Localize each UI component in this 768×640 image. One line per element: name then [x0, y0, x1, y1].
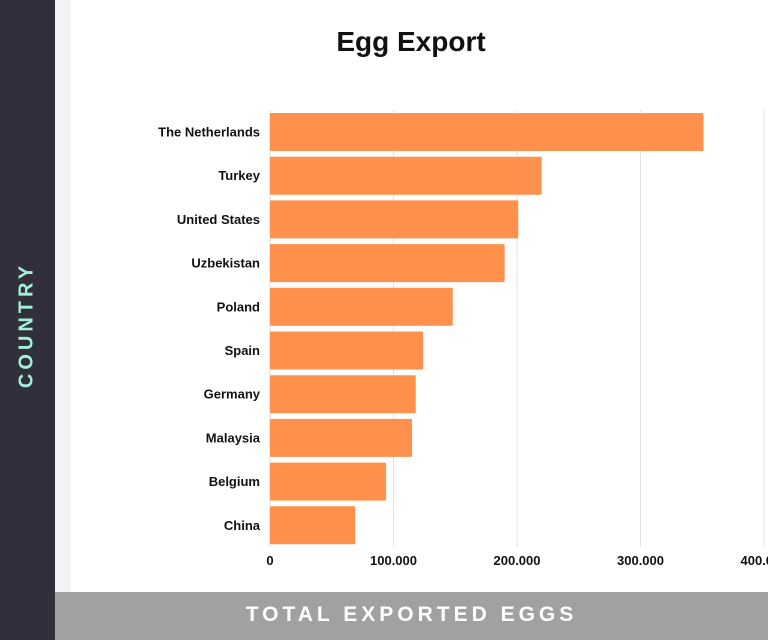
x-tick-label: 100.000: [370, 553, 417, 568]
x-axis-label: TOTAL EXPORTED EGGS: [245, 603, 578, 626]
bar: [270, 156, 542, 195]
category-label: Belgium: [209, 474, 260, 489]
bar: [270, 287, 453, 326]
bar-chart: The Netherlands Turkey United States Uzbeki…: [158, 110, 768, 568]
bar: [270, 113, 704, 151]
x-tick-label: 300.000: [617, 553, 664, 568]
category-label: The Netherlands: [158, 125, 260, 140]
category-label: Germany: [204, 387, 261, 402]
x-tick-label: 0: [266, 553, 273, 568]
category-label: Malaysia: [206, 430, 261, 445]
bar: [270, 375, 416, 414]
category-label: Uzbekistan: [191, 256, 260, 271]
category-label: China: [224, 518, 261, 533]
bar: [270, 506, 356, 545]
bar: [270, 331, 424, 370]
y-axis-band: COUNTRY: [0, 0, 55, 640]
bar: [270, 462, 387, 501]
x-axis-band: TOTAL EXPORTED EGGS: [55, 592, 768, 640]
x-tick-label: 400.000: [741, 553, 768, 568]
bar: [270, 244, 505, 283]
bar: [270, 418, 413, 457]
category-label: Turkey: [218, 168, 260, 183]
left-gutter: [55, 0, 71, 592]
category-label: Spain: [225, 343, 260, 358]
category-label: United States: [177, 212, 260, 227]
bar: [270, 200, 519, 239]
x-tick-label: 200.000: [494, 553, 541, 568]
chart-title: Egg Export: [336, 26, 486, 57]
category-label: Poland: [217, 299, 260, 314]
